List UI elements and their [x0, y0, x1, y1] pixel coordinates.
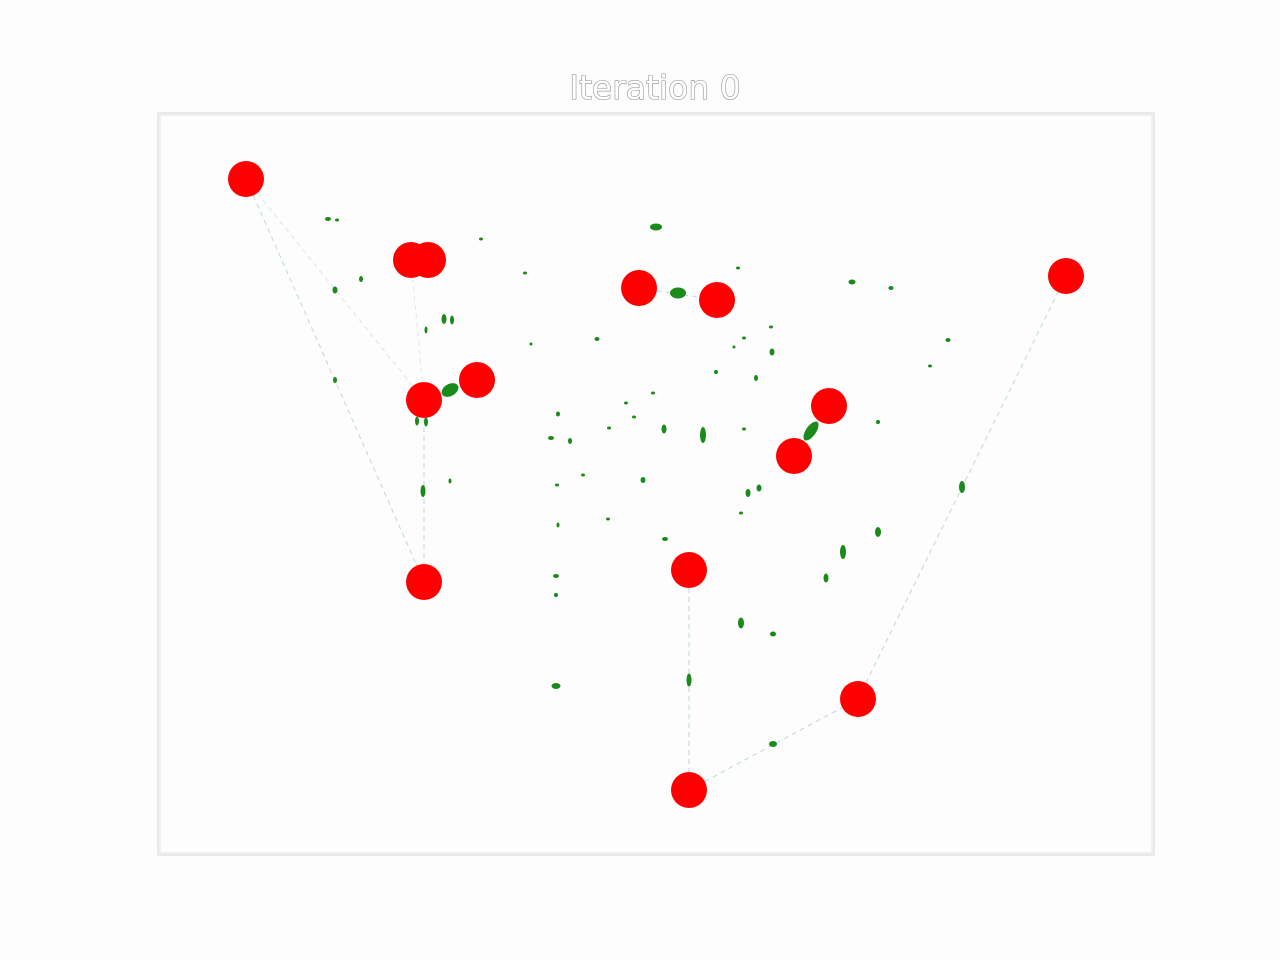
- plot-title: Iteration 0: [569, 68, 740, 107]
- edge: [245, 178, 425, 401]
- green-ellipse-marker: [555, 483, 559, 487]
- red-node: [840, 681, 876, 717]
- green-ellipse-marker: [415, 416, 419, 426]
- green-ellipse-marker: [529, 342, 533, 346]
- green-ellipse-marker: [745, 489, 751, 497]
- green-ellipse-marker: [661, 424, 667, 434]
- green-ellipse-marker: [581, 473, 585, 477]
- green-ellipse-marker: [548, 436, 554, 440]
- green-ellipse-marker: [714, 370, 718, 374]
- green-ellipse-marker: [754, 375, 758, 381]
- green-ellipse-marker: [640, 477, 646, 483]
- red-node: [410, 242, 446, 278]
- green-ellipse-marker: [875, 527, 881, 537]
- frame-inner: [159, 114, 1153, 854]
- green-ellipse-marker: [739, 511, 743, 515]
- green-ellipse-marker: [742, 427, 746, 431]
- green-ellipse-marker: [876, 420, 880, 424]
- green-ellipse-marker: [594, 337, 600, 341]
- green-ellipse-marker: [624, 401, 628, 405]
- red-node: [671, 772, 707, 808]
- green-ellipse-marker: [568, 438, 572, 444]
- red-node: [671, 552, 707, 588]
- green-ellipse-marker: [959, 481, 965, 493]
- green-ellipse-marker: [359, 276, 363, 282]
- green-ellipse-marker: [769, 348, 775, 356]
- green-ellipse-marker: [441, 383, 459, 397]
- green-ellipse-marker: [607, 426, 611, 430]
- edges: [245, 178, 1067, 791]
- green-ellipse-marker: [651, 391, 655, 395]
- red-node: [406, 382, 442, 418]
- green-ellipse-marker: [888, 286, 894, 290]
- green-ellipse-marker: [479, 237, 483, 241]
- green-ellipse-marker: [333, 377, 337, 383]
- green-ellipse-marker: [686, 673, 692, 687]
- green-ellipse-marker: [424, 326, 428, 334]
- green-ellipse-marker: [554, 593, 558, 597]
- frame-outer: [157, 112, 1155, 856]
- green-ellipse-marker: [945, 338, 951, 342]
- green-ellipse-marker: [556, 522, 560, 528]
- green-ellipse-marker: [732, 345, 736, 349]
- ellipse-markers: [325, 217, 965, 747]
- red-node: [459, 362, 495, 398]
- green-ellipse-marker: [769, 741, 777, 747]
- red-node: [776, 438, 812, 474]
- green-ellipse-marker: [424, 417, 428, 427]
- green-ellipse-marker: [632, 415, 636, 419]
- green-ellipse-marker: [840, 545, 846, 559]
- green-ellipse-marker: [553, 574, 559, 578]
- green-ellipse-marker: [928, 364, 932, 368]
- green-ellipse-marker: [441, 314, 447, 324]
- green-ellipse-marker: [523, 271, 527, 275]
- green-ellipse-marker: [823, 573, 829, 583]
- green-ellipse-marker: [335, 218, 339, 222]
- green-ellipse-marker: [848, 279, 856, 285]
- green-ellipse-marker: [450, 315, 454, 325]
- green-ellipse-marker: [756, 484, 762, 492]
- green-ellipse-marker: [606, 517, 610, 521]
- red-node: [811, 388, 847, 424]
- green-ellipse-marker: [448, 478, 452, 484]
- edge: [410, 259, 425, 401]
- green-ellipse-marker: [700, 427, 706, 443]
- green-ellipse-marker: [770, 631, 776, 637]
- green-ellipse-marker: [556, 411, 560, 417]
- green-ellipse-marker: [769, 325, 773, 329]
- nodes: [228, 161, 1084, 808]
- red-node: [699, 282, 735, 318]
- green-ellipse-marker: [736, 266, 740, 270]
- green-ellipse-marker: [650, 223, 662, 231]
- green-ellipse-marker: [325, 217, 331, 221]
- edge: [688, 698, 859, 791]
- green-ellipse-marker: [742, 336, 746, 340]
- green-ellipse-marker: [551, 683, 561, 689]
- green-ellipse-marker: [670, 287, 686, 299]
- red-node: [621, 270, 657, 306]
- green-ellipse-marker: [803, 421, 819, 441]
- green-ellipse-marker: [332, 286, 338, 294]
- red-node: [406, 564, 442, 600]
- plot-frame: [157, 112, 1155, 856]
- red-node: [228, 161, 264, 197]
- red-node: [1048, 258, 1084, 294]
- green-ellipse-marker: [738, 617, 744, 629]
- green-ellipse-marker: [662, 537, 668, 541]
- green-ellipse-marker: [420, 485, 426, 497]
